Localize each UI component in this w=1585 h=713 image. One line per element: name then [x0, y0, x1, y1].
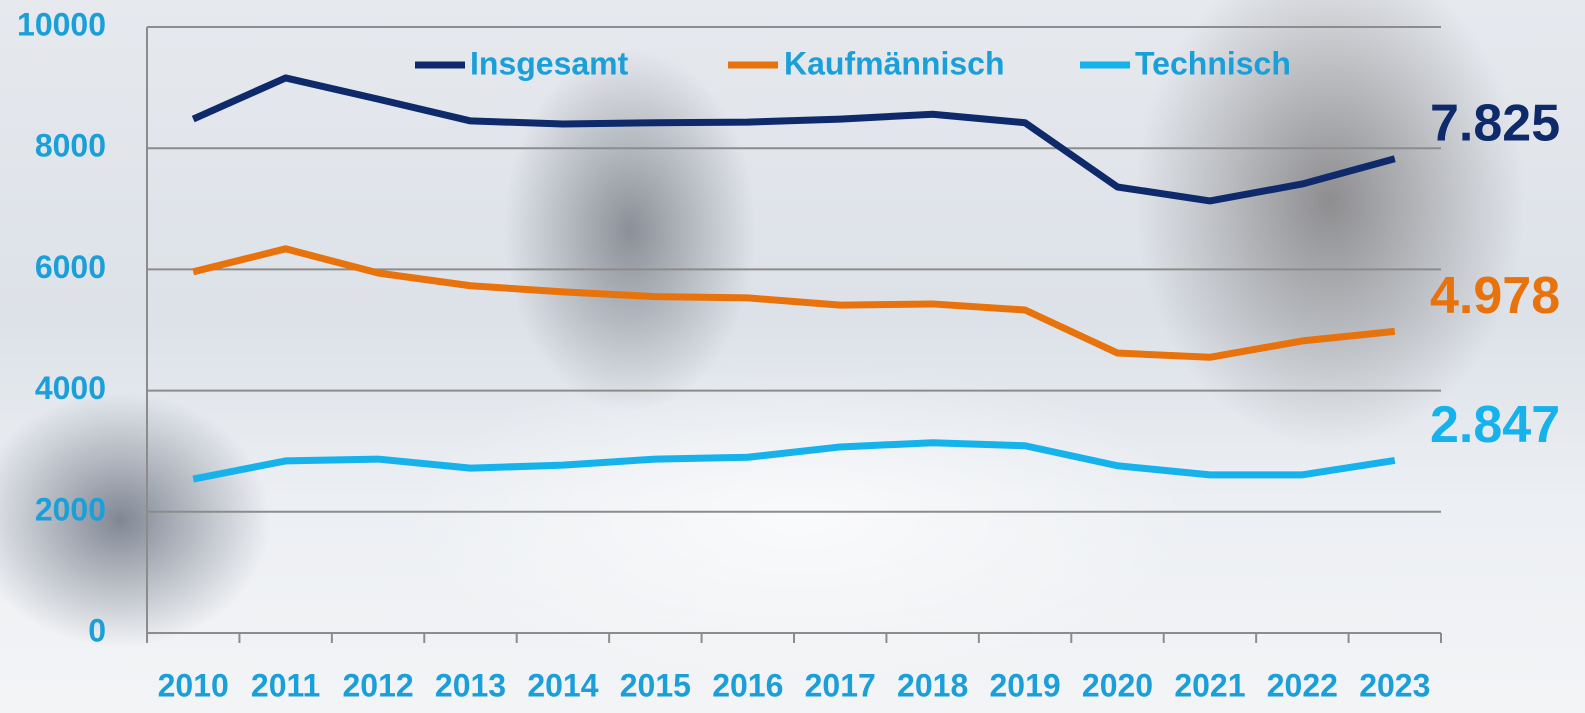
y-tick-label: 0 — [88, 612, 106, 648]
x-tick-label: 2018 — [897, 667, 968, 703]
x-tick-label: 2021 — [1174, 667, 1245, 703]
end-value-label: 7.825 — [1430, 95, 1560, 153]
series-line — [193, 443, 1395, 479]
legend-label: Insgesamt — [470, 45, 629, 81]
y-tick-label: 10000 — [17, 6, 106, 42]
y-tick-label: 2000 — [35, 491, 106, 527]
x-tick-label: 2010 — [158, 667, 229, 703]
end-value-label: 4.978 — [1430, 267, 1560, 325]
legend-label: Kaufmännisch — [784, 45, 1004, 81]
x-tick-label: 2013 — [435, 667, 506, 703]
chart: 0 2000 4000 6000 8000 10000 2010 2011 2012 2013 20… — [0, 0, 1585, 713]
y-tick-label: 6000 — [35, 249, 106, 285]
x-tick-label: 2014 — [527, 667, 598, 703]
x-tick-label: 2012 — [342, 667, 413, 703]
y-tick-label: 4000 — [35, 370, 106, 406]
x-tick-label: 2011 — [251, 667, 320, 703]
x-tick-label: 2019 — [989, 667, 1060, 703]
series-line — [193, 78, 1395, 201]
y-tick-label: 8000 — [35, 128, 106, 164]
x-tick-label: 2020 — [1082, 667, 1153, 703]
x-tick-label: 2016 — [712, 667, 783, 703]
x-tick-label: 2023 — [1359, 667, 1430, 703]
end-value-label: 2.847 — [1430, 396, 1560, 454]
x-tick-label: 2022 — [1267, 667, 1338, 703]
x-tick-label: 2017 — [805, 667, 876, 703]
x-tick-label: 2015 — [620, 667, 691, 703]
series-line — [193, 249, 1395, 357]
legend-label: Technisch — [1135, 45, 1291, 81]
